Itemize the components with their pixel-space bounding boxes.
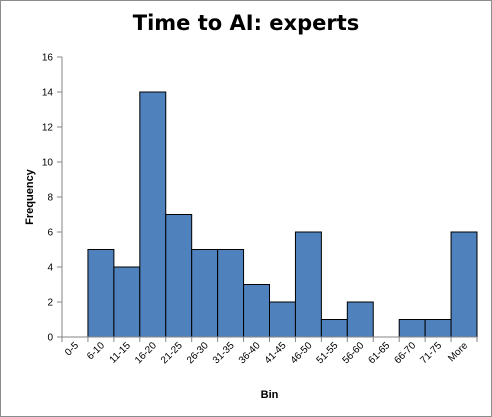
chart-title: Time to AI: experts [132, 11, 360, 35]
x-tick-label: 36-40 [237, 340, 263, 366]
x-tick-label: 51-55 [315, 340, 341, 366]
bar-More [450, 231, 478, 338]
bar-31-35 [217, 249, 245, 338]
y-tick-label: 6 [47, 228, 53, 239]
y-tick-label: 16 [42, 53, 54, 64]
bar-56-60 [346, 301, 374, 338]
y-axis-title: Frequency [24, 168, 36, 225]
bar-51-55 [320, 319, 348, 338]
x-tick-label: 46-50 [289, 340, 315, 366]
x-tick-label: 11-15 [108, 340, 134, 366]
bar-46-50 [294, 231, 322, 338]
bar-41-45 [269, 301, 296, 338]
bar-16-20 [139, 91, 167, 338]
bar-36-40 [243, 284, 270, 338]
y-tick-label: 8 [47, 193, 53, 204]
y-tick-label: 14 [42, 88, 54, 99]
x-tick-label: 66-70 [392, 340, 418, 366]
x-tick-label: 26-30 [185, 340, 211, 366]
bar-26-30 [191, 249, 219, 338]
bar-71-75 [424, 319, 452, 338]
x-axis-title: Bin [261, 389, 279, 401]
bar-66-70 [398, 319, 426, 338]
y-tick-label: 4 [47, 263, 53, 274]
x-tick-label: 56-60 [341, 340, 367, 366]
bar-21-25 [165, 214, 193, 338]
bar-6-10 [87, 249, 115, 338]
x-tick-label: 61-65 [366, 340, 392, 366]
x-tick-label: 16-20 [133, 340, 159, 366]
x-tick-label: 6-10 [85, 340, 107, 362]
x-tick-label: 71-75 [418, 340, 444, 366]
x-tick-label: 31-35 [211, 340, 237, 366]
x-tick-label: 41-45 [263, 340, 289, 366]
x-tick-label: 0-5 [63, 340, 81, 358]
x-tick-label: 21-25 [159, 340, 185, 366]
x-tick-label: More [446, 340, 470, 364]
y-tick-label: 10 [42, 158, 54, 169]
y-tick-label: 0 [47, 333, 53, 344]
y-tick-label: 2 [47, 298, 53, 309]
bar-11-15 [113, 266, 141, 338]
y-tick-label: 12 [42, 123, 54, 134]
